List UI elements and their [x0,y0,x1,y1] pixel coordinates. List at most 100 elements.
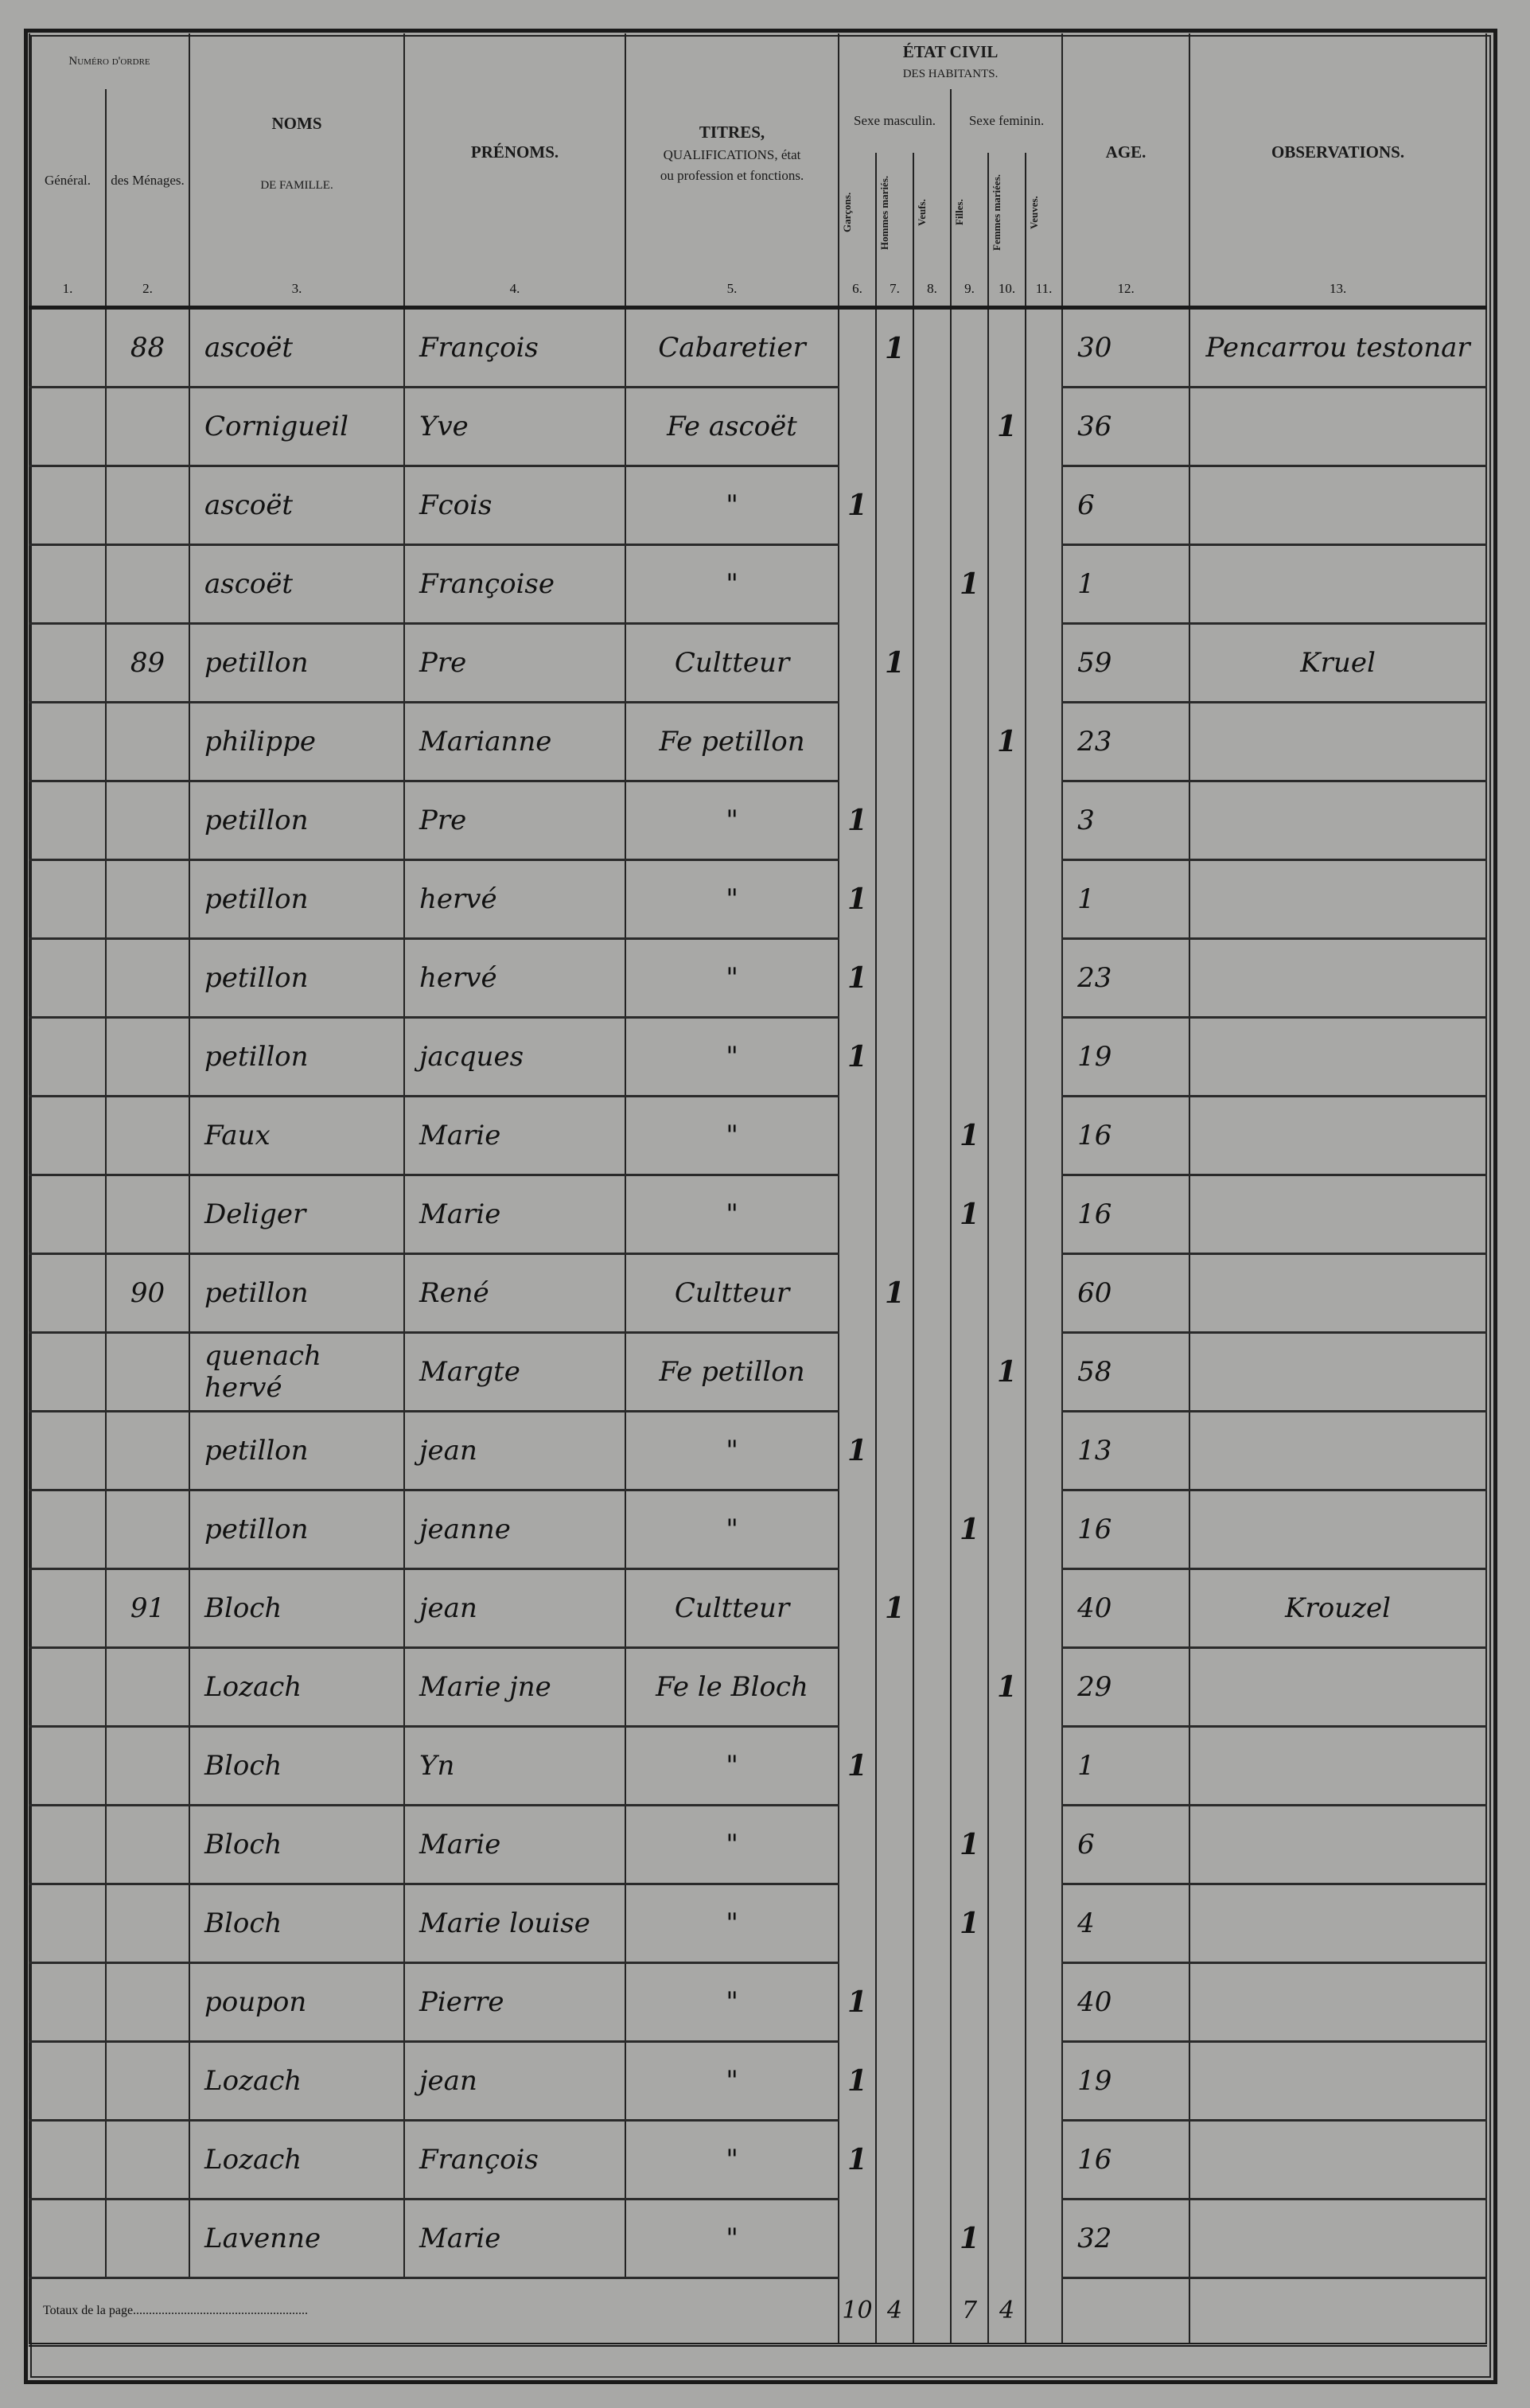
civil-status-mark-cell [1025,2120,1064,2200]
table-row: Deliger Marie " 1 16 [29,1175,1488,1255]
civil-status-mark-cell [1025,1805,1064,1884]
civil-status-mark-cell [913,466,952,545]
civil-status-mark-cell [838,702,878,781]
general-number-cell [29,1805,107,1885]
first-name-cell: Marianne [403,702,627,782]
first-name-cell: François [403,2120,627,2200]
column-number: 12. [1061,272,1191,310]
age-cell: 16 [1061,1096,1191,1176]
total-age-cell [1061,2277,1191,2347]
family-name-cell: ascoët [189,544,406,625]
civil-status-mark-cell [838,623,878,703]
civil-status-mark-cell [913,859,952,939]
title-profession-cell: Fe le Bloch [625,1647,840,1728]
civil-status-mark-cell [913,1962,952,2042]
observations-cell [1189,1253,1488,1334]
menage-number-cell [104,1096,191,1176]
age-cell: 13 [1061,1411,1191,1491]
total-value-cell [913,2277,952,2347]
family-name-cell: poupon [189,1962,406,2043]
civil-status-mark-cell: 1 [950,1175,990,1254]
table-row: petillon Pre " 1 3 [29,781,1488,861]
civil-status-mark-cell [913,1017,952,1097]
table-row: Lozach François " 1 16 [29,2120,1488,2200]
column-number: 13. [1189,272,1488,310]
table-row: 91 Bloch jean Cultteur 1 40 Krouzel [29,1568,1488,1649]
age-cell: 36 [1061,387,1191,467]
first-name-cell: jean [403,2041,627,2122]
header-titres-title: TITRES, [699,122,765,142]
civil-status-mark-cell [950,1253,990,1333]
civil-status-mark-cell [913,1805,952,1884]
civil-status-mark-cell [950,702,990,781]
header-sexe-masculin: Sexe masculin. [838,89,952,153]
total-value-cell: 4 [987,2277,1027,2347]
civil-status-mark-cell [875,2120,915,2200]
family-name-cell: Lozach [189,1647,406,1728]
title-profession-cell: " [625,1884,840,1964]
civil-status-mark-cell [950,623,990,703]
age-cell: 19 [1061,1017,1191,1097]
civil-status-mark-cell [987,859,1027,939]
family-name-cell: petillon [189,938,406,1019]
civil-status-mark-cell [913,2199,952,2278]
table-row: 89 petillon Pre Cultteur 1 59 Kruel [29,623,1488,703]
table-row: petillon hervé " 1 23 [29,938,1488,1019]
age-cell: 59 [1061,623,1191,703]
observations-cell [1189,1884,1488,1964]
menage-number-cell [104,1647,191,1728]
civil-status-mark-cell [875,1096,915,1175]
header-veuves: Veuves. [1025,153,1064,272]
header-veufs: Veufs. [913,153,952,272]
table-row: 88 ascoët François Cabaretier 1 30 Pencarrou t… [29,307,1488,388]
general-number-cell [29,623,107,703]
menage-number-cell [104,2120,191,2200]
observations-cell [1189,1647,1488,1728]
title-profession-cell: " [625,2120,840,2200]
civil-status-mark-cell [875,1175,915,1254]
header-etat-civil-sub: DES HABITANTS. [902,67,999,80]
age-cell: 58 [1061,1332,1191,1412]
general-number-cell [29,1096,107,1176]
table-row: petillon jean " 1 13 [29,1411,1488,1491]
title-profession-cell: Cultteur [625,623,840,703]
general-number-cell [29,2041,107,2122]
header-garcons: Garçons. [838,153,878,272]
civil-status-mark-cell [950,387,990,466]
civil-status-mark-cell: 1 [838,1962,878,2042]
general-number-cell [29,1568,107,1649]
first-name-cell: Marie [403,1096,627,1176]
family-name-cell: ascoët [189,466,406,546]
age-cell: 1 [1061,859,1191,940]
civil-status-mark-cell [987,1017,1027,1097]
table-row: philippe Marianne Fe petillon 1 23 [29,702,1488,782]
civil-status-mark-cell [838,1884,878,1963]
civil-status-mark-cell [950,859,990,939]
civil-status-mark-cell [1025,859,1064,939]
civil-status-mark-cell [875,1411,915,1490]
title-profession-cell: Cultteur [625,1568,840,1649]
title-profession-cell: " [625,544,840,625]
civil-status-mark-cell [913,938,952,1018]
civil-status-mark-cell [950,1411,990,1490]
header-observations: OBSERVATIONS. [1189,33,1488,272]
menage-number-cell [104,2041,191,2122]
family-name-cell: philippe [189,702,406,782]
first-name-cell: Marie louise [403,1884,627,1964]
observations-cell [1189,2041,1488,2122]
civil-status-mark-cell [875,2199,915,2278]
civil-status-mark-cell [913,1884,952,1963]
table-row: ascoët Françoise " 1 1 [29,544,1488,625]
age-cell: 23 [1061,938,1191,1019]
general-number-cell [29,2120,107,2200]
totals-label: Totaux de la page.......................… [28,2277,840,2347]
title-profession-cell: " [625,938,840,1019]
civil-status-mark-cell: 1 [950,2199,990,2278]
civil-status-mark-cell: 1 [838,466,878,545]
title-profession-cell: " [625,1490,840,1570]
civil-status-mark-cell [1025,1017,1064,1097]
civil-status-mark-cell [875,1726,915,1806]
first-name-cell: Françoise [403,544,627,625]
civil-status-mark-cell [987,307,1027,388]
menage-number-cell [104,466,191,546]
